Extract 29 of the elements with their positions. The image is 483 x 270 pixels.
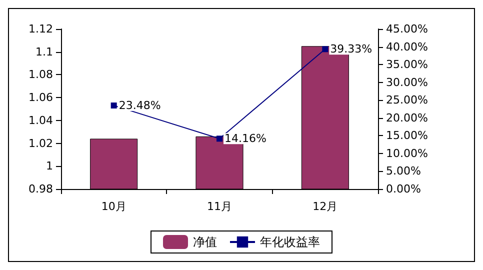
y-tick-label: 0.98: [28, 182, 53, 196]
point: [216, 136, 222, 142]
y2-tick-label: 30.00%: [386, 76, 428, 89]
data-label: 23.48%: [118, 99, 161, 112]
y2-tick-label: 0.00%: [386, 182, 421, 196]
x-tick-label: 11月: [207, 200, 232, 213]
point: [110, 102, 117, 109]
y-tick-label: 1.02: [28, 136, 53, 150]
y-tick-label: 1.04: [28, 114, 53, 127]
data-label: 39.33%: [330, 42, 372, 56]
y-tick-label: 1.08: [28, 68, 53, 82]
x-tick-label: 12月: [312, 200, 338, 213]
x-tick-label: 10月: [101, 200, 126, 213]
y2-tick-label: 5.00%: [386, 164, 421, 178]
point: [322, 46, 328, 52]
y2-tick-label: 35.00%: [386, 58, 428, 72]
y-tick-label: 1.1: [36, 45, 53, 58]
y2-tick-label: 10.00%: [386, 146, 428, 160]
y2-tick-label: 25.00%: [386, 94, 428, 107]
y-tick-label: 1.12: [28, 22, 53, 36]
y-tick-label: 1: [46, 160, 53, 173]
y2-tick-label: 40.00%: [386, 40, 428, 54]
y-tick-label: 1.06: [28, 91, 53, 104]
y2-tick-label: 15.00%: [386, 129, 428, 142]
data-label: 14.16%: [224, 132, 266, 146]
legend-label: 净值: [193, 235, 217, 249]
legend-label: 年化收益率: [260, 235, 320, 249]
y2-tick-label: 45.00%: [386, 22, 428, 36]
y2-tick-label: 20.00%: [386, 111, 428, 124]
